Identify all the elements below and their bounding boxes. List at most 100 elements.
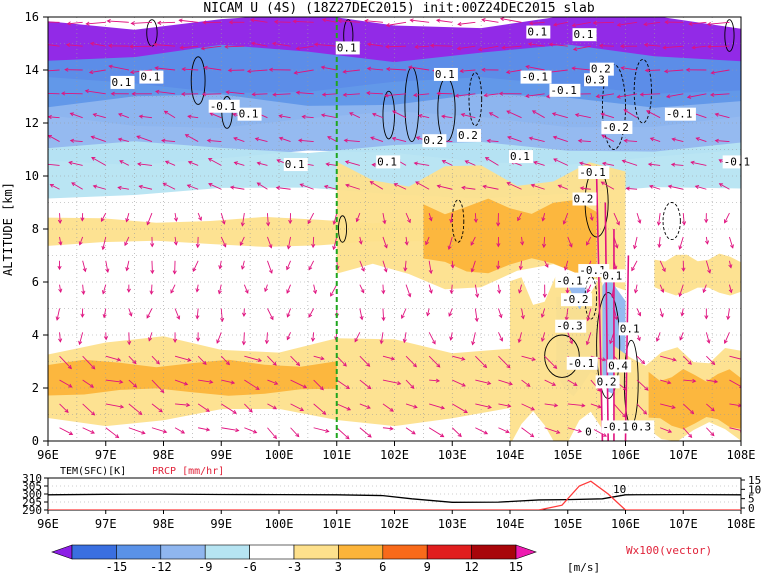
wind-vector xyxy=(525,93,545,97)
wind-vector-head xyxy=(441,114,446,119)
wind-vector-head xyxy=(662,45,667,50)
wind-vector-head xyxy=(218,265,223,270)
wind-vector xyxy=(161,139,176,142)
wind-vector xyxy=(126,212,130,222)
wind-vector xyxy=(691,161,707,166)
wind-vector xyxy=(429,403,445,409)
wind-vector-head xyxy=(661,267,666,273)
contour-line xyxy=(338,215,348,243)
wind-vector xyxy=(216,332,222,344)
wind-vector-head xyxy=(460,112,466,117)
wind-vector-head xyxy=(392,110,397,115)
wind-vector xyxy=(244,427,257,434)
wind-vector-head xyxy=(690,410,695,415)
wind-vector-head xyxy=(528,136,533,141)
wind-vector xyxy=(705,332,710,344)
wind-vector xyxy=(312,236,315,248)
wind-vector xyxy=(567,332,573,344)
wind-vector-head xyxy=(248,408,253,413)
wind-vector-head xyxy=(273,381,279,385)
wind-vector-head xyxy=(117,185,122,190)
wind-vector xyxy=(67,21,83,25)
wind-vector xyxy=(498,379,513,385)
wind-vector xyxy=(528,43,545,47)
wind-vector xyxy=(727,308,730,320)
wind-vector xyxy=(59,213,61,224)
wind-vector-head xyxy=(601,134,606,139)
wind-vector xyxy=(441,115,453,119)
wind-vector xyxy=(679,332,684,341)
wind-vector-head xyxy=(389,426,394,431)
wind-vector xyxy=(267,236,272,248)
wind-vector-head xyxy=(217,290,222,295)
wind-vector xyxy=(208,158,222,166)
wind-vector-head xyxy=(496,243,501,248)
wind-vector xyxy=(636,379,649,391)
wind-vector xyxy=(251,42,268,47)
wind-vector-head xyxy=(428,269,433,275)
wind-vector xyxy=(150,284,153,294)
wind-vector xyxy=(458,21,476,25)
wind-vector xyxy=(359,260,365,272)
wind-vector-head xyxy=(224,44,229,49)
wind-vector-head xyxy=(366,42,372,47)
wind-vector xyxy=(290,403,304,411)
wind-vector xyxy=(382,236,388,248)
wind-vector xyxy=(682,213,685,225)
wind-vector-head xyxy=(366,362,371,367)
wind-vector xyxy=(105,403,124,408)
wind-vector-head xyxy=(718,159,723,163)
wind-vector-head xyxy=(680,312,685,317)
wind-vector xyxy=(429,379,440,382)
wind-vector-head xyxy=(659,313,664,318)
wind-vector xyxy=(220,355,230,365)
wind-vector-head xyxy=(507,135,512,140)
wind-vector-head xyxy=(179,45,184,50)
wind-vector xyxy=(102,236,107,250)
wind-vector-head xyxy=(146,314,151,319)
contour-line xyxy=(724,19,735,52)
wind-vector xyxy=(124,236,130,246)
wind-vector-head xyxy=(620,44,625,49)
colorbar-end-right xyxy=(515,544,537,560)
wind-vector-head xyxy=(440,405,446,410)
wind-vector xyxy=(257,182,268,190)
wind-vector-head xyxy=(600,181,605,186)
wind-vector xyxy=(56,308,60,321)
wind-vector-head xyxy=(496,222,501,227)
wind-vector-head xyxy=(322,410,327,415)
wind-vector xyxy=(220,308,223,322)
wind-vector xyxy=(498,308,502,318)
y-tick-label: 2 xyxy=(32,381,39,395)
wind-vector-head xyxy=(170,289,175,294)
wind-vector xyxy=(580,187,591,190)
wind-vector-head xyxy=(359,315,364,321)
wind-vector xyxy=(192,260,199,272)
contour-line xyxy=(382,90,395,140)
wind-vector-head xyxy=(396,381,402,386)
wind-vector xyxy=(404,260,407,271)
wind-vector-head xyxy=(295,433,300,438)
wind-vector-head xyxy=(621,159,626,164)
wind-vector xyxy=(187,184,199,190)
wind-vector xyxy=(448,308,453,317)
wind-vector-head xyxy=(681,267,686,272)
wind-vector-head xyxy=(525,64,530,70)
wind-vector-head xyxy=(354,338,359,343)
wind-vector-head xyxy=(227,68,232,73)
wind-vector xyxy=(408,66,430,71)
wind-vector-head xyxy=(349,112,354,117)
y-tick-label: 14 xyxy=(25,63,39,77)
wind-vector xyxy=(590,403,601,408)
wind-vector-head xyxy=(68,431,74,435)
wind-vector-head xyxy=(497,289,502,295)
wind-vector-head xyxy=(595,94,600,99)
colorbar-segments xyxy=(51,544,537,560)
contour-line xyxy=(190,56,206,105)
wind-vector xyxy=(343,69,360,73)
wind-vector-head xyxy=(678,292,683,298)
wind-vector-head xyxy=(711,360,716,366)
wind-vector xyxy=(658,213,661,226)
wind-vector xyxy=(428,212,432,221)
